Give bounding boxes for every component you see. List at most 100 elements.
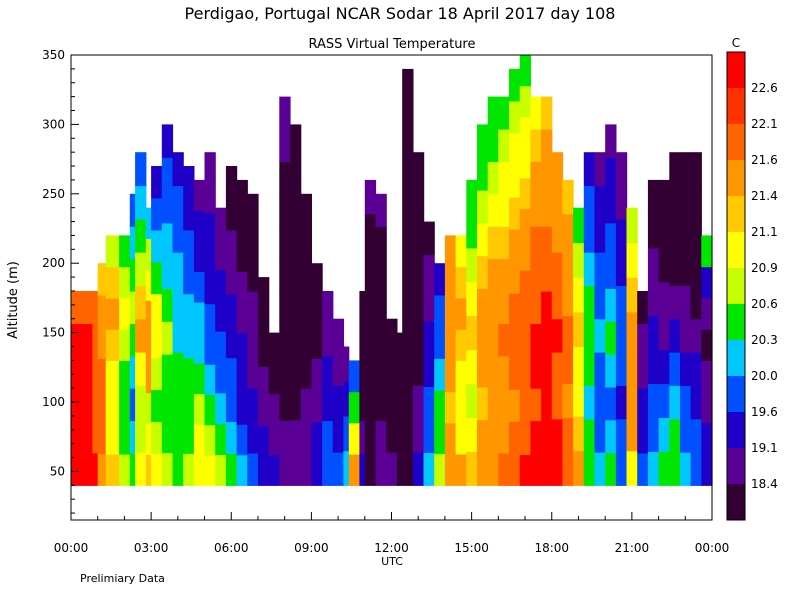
colorbar-swatch [727,340,745,377]
heatmap-cell [477,386,489,421]
heatmap-cell [434,358,446,391]
heatmap-cell [605,321,617,355]
heatmap-cell [541,388,553,422]
heatmap-cell [605,419,617,454]
heatmap-cell [193,210,206,242]
x-tick-label: 12:00 [374,541,409,555]
heatmap-cell [193,271,206,303]
heatmap-cell [434,294,446,328]
heatmap-cell [375,388,387,422]
heatmap-cell [135,185,147,220]
heatmap-cell [105,235,120,268]
heatmap-cell [236,424,248,456]
heatmap-cell [332,418,344,453]
y-tick-label: 350 [42,48,65,62]
heatmap-cell [690,152,702,187]
y-tick-label: 150 [42,326,65,340]
heatmap-cell [680,385,692,420]
heatmap-cell [97,263,107,296]
heatmap-cell [225,166,238,199]
heatmap-cells [71,55,713,486]
heatmap-cell [669,418,681,453]
heatmap-cell [193,241,206,273]
heatmap-cell [268,454,280,486]
heatmap-cell [583,185,596,220]
heatmap-cell [145,207,152,240]
heatmap-cell [183,421,195,454]
heatmap-cell [193,454,206,486]
heatmap-cell [225,453,238,486]
heatmap-cell [541,226,553,260]
heatmap-cell [161,222,174,257]
heatmap-cell [247,355,259,389]
heatmap-cell [279,129,291,162]
heatmap-cell [322,452,334,486]
heatmap-cell [658,247,670,283]
heatmap-cell [412,285,425,320]
heatmap-cell [402,389,414,422]
heatmap-cell [541,161,553,195]
heatmap-cell [690,185,702,220]
heatmap-cell [135,352,147,386]
heatmap-cell [129,291,136,324]
heatmap-cell [135,385,147,420]
colorbar-swatch [727,124,745,161]
heatmap-cell [359,323,366,357]
heatmap-cell [225,325,238,359]
heatmap-cell [551,385,564,420]
heatmap-cell [290,190,302,224]
heatmap-cell [573,277,585,313]
heatmap-cell [204,394,216,426]
heatmap-cell [637,388,649,422]
heatmap-cell [402,197,414,230]
heatmap-cell [487,258,499,292]
heatmap-cell [172,185,184,220]
heatmap-cell [258,306,270,338]
heatmap-cell [658,417,670,452]
heatmap-cell [322,388,334,422]
heatmap-cell [161,255,174,289]
heatmap-cell [680,152,692,187]
heatmap-cell [690,452,702,486]
heatmap-cell [375,323,387,357]
heatmap-cell [637,323,649,357]
heatmap-cell [626,381,638,417]
colorbar-swatch [727,160,745,197]
heatmap-cell [135,252,147,286]
heatmap-cell [279,161,291,195]
heatmap-cell [444,329,457,361]
heatmap-cell [193,332,206,364]
heatmap-cell [375,226,387,260]
heatmap-cell [701,329,713,361]
heatmap-cell [225,357,238,391]
heatmap-cell [71,291,93,324]
colorbar-label: 20.0 [751,369,778,383]
heatmap-cell [386,318,398,353]
heatmap-cell [258,396,270,427]
colorbar-label: 19.6 [751,405,778,419]
heatmap-cell [669,452,681,486]
heatmap-cell [444,360,457,393]
heatmap-cell [647,451,660,486]
heatmap-cell [71,355,93,389]
heatmap-cell [562,417,574,452]
heatmap-cell [498,258,510,292]
heatmap-cell [680,285,692,320]
heatmap-cell [680,252,692,286]
heatmap-cell [97,294,107,328]
heatmap-cell [669,152,681,187]
heatmap-cell [402,421,414,454]
heatmap-cell [396,393,403,425]
heatmap-cell [129,452,136,486]
heatmap-cell [444,266,457,299]
heatmap-cell [509,325,521,358]
heatmap-cell [247,388,259,422]
y-axis-label: Altitude (m) [6,261,21,339]
colorbar-label: 19.1 [751,441,778,455]
heatmap-cell [690,385,702,420]
heatmap-cell [225,261,238,295]
heatmap-cell [423,320,435,355]
heatmap-cell [204,182,216,214]
heatmap-cell [135,418,147,453]
heatmap-cell [172,385,184,420]
